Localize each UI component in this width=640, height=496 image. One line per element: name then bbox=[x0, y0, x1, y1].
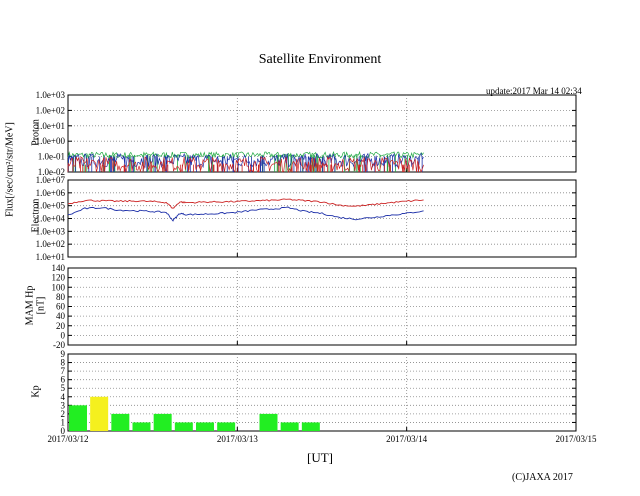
mam-ytick-label: 100 bbox=[52, 282, 66, 292]
proton-axis-label: Proton bbox=[30, 119, 42, 146]
mam-ytick-label: -20 bbox=[53, 340, 65, 350]
electron-ytick-label: 1.0e+02 bbox=[36, 239, 65, 249]
chart-title: Satellite Environment bbox=[258, 52, 382, 67]
proton-ytick-label: 1.0e+00 bbox=[36, 136, 66, 146]
electron-ytick-label: 1.0e+03 bbox=[36, 226, 66, 236]
update-timestamp: update:2017 Mar 14 02:34 bbox=[486, 86, 582, 96]
electron-axis-label: Electron bbox=[30, 198, 42, 233]
kp-ytick-label: 3 bbox=[61, 400, 66, 410]
series-electron-low-energy bbox=[67, 198, 424, 209]
mam-ytick-label: 40 bbox=[56, 311, 66, 321]
kp-ytick-label: 9 bbox=[61, 349, 66, 359]
electron-ytick-label: 1.0e+07 bbox=[36, 175, 66, 185]
kp-bar bbox=[174, 422, 193, 431]
kp-ytick-label: 2 bbox=[61, 409, 66, 419]
proton-ytick-label: 1.0e+02 bbox=[36, 105, 65, 115]
mam-ytick-label: 60 bbox=[56, 302, 66, 312]
kp-frame bbox=[67, 353, 577, 432]
kp-bar bbox=[259, 413, 278, 431]
mam-ytick-label: 120 bbox=[52, 273, 66, 283]
electron-ytick-label: 1.0e+01 bbox=[36, 252, 65, 262]
kp-bar bbox=[111, 413, 130, 431]
flux-axis-label: Flux[/sec/cm²/str/MeV] bbox=[4, 122, 16, 217]
kp-ytick-label: 6 bbox=[61, 375, 66, 385]
kp-ytick-label: 1 bbox=[61, 417, 66, 427]
series-electron-high-energy bbox=[67, 206, 424, 222]
mam-ytick-label: 80 bbox=[56, 292, 66, 302]
kp-axis-label: Kp bbox=[30, 385, 42, 398]
mam-ytick-label: 20 bbox=[56, 321, 66, 331]
kp-ytick-label: 0 bbox=[61, 426, 66, 436]
electron-ytick-label: 1.0e+05 bbox=[36, 201, 66, 211]
x-tick-label: 2017/03/12 bbox=[47, 434, 88, 444]
kp-bar bbox=[196, 422, 214, 431]
mam-ytick-label: 0 bbox=[61, 330, 66, 340]
x-tick-label: 2017/03/14 bbox=[386, 434, 428, 444]
kp-ytick-label: 8 bbox=[61, 358, 66, 368]
kp-bar bbox=[90, 396, 109, 431]
mam-frame bbox=[67, 267, 577, 346]
kp-ytick-label: 5 bbox=[61, 383, 66, 393]
proton-ytick-label: 1.0e-01 bbox=[38, 152, 65, 162]
kp-bar bbox=[132, 422, 151, 431]
electron-frame bbox=[67, 179, 577, 258]
kp-bar bbox=[280, 422, 299, 431]
electron-ytick-label: 1.0e+06 bbox=[36, 188, 66, 198]
x-tick-label: 2017/03/13 bbox=[217, 434, 259, 444]
kp-bar bbox=[217, 422, 236, 431]
proton-ytick-label: 1.0e-02 bbox=[38, 167, 65, 177]
x-axis-label: [UT] bbox=[307, 450, 333, 465]
x-tick-label: 2017/03/15 bbox=[555, 434, 597, 444]
electron-ytick-label: 1.0e+04 bbox=[36, 214, 66, 224]
copyright-notice: (C)JAXA 2017 bbox=[512, 472, 573, 483]
kp-ytick-label: 7 bbox=[61, 366, 66, 376]
series-proton-low bbox=[67, 156, 424, 173]
kp-bar bbox=[301, 422, 320, 431]
proton-ytick-label: 1.0e+01 bbox=[36, 121, 65, 131]
kp-ytick-label: 4 bbox=[61, 392, 66, 402]
mam-axis-unit: [nT] bbox=[35, 296, 47, 315]
proton-ytick-label: 1.0e+03 bbox=[36, 90, 66, 100]
kp-bar bbox=[69, 405, 87, 431]
mam-ytick-label: 140 bbox=[52, 263, 66, 273]
mam-axis-label: MAM Hp bbox=[24, 285, 36, 326]
kp-bar bbox=[153, 413, 172, 431]
